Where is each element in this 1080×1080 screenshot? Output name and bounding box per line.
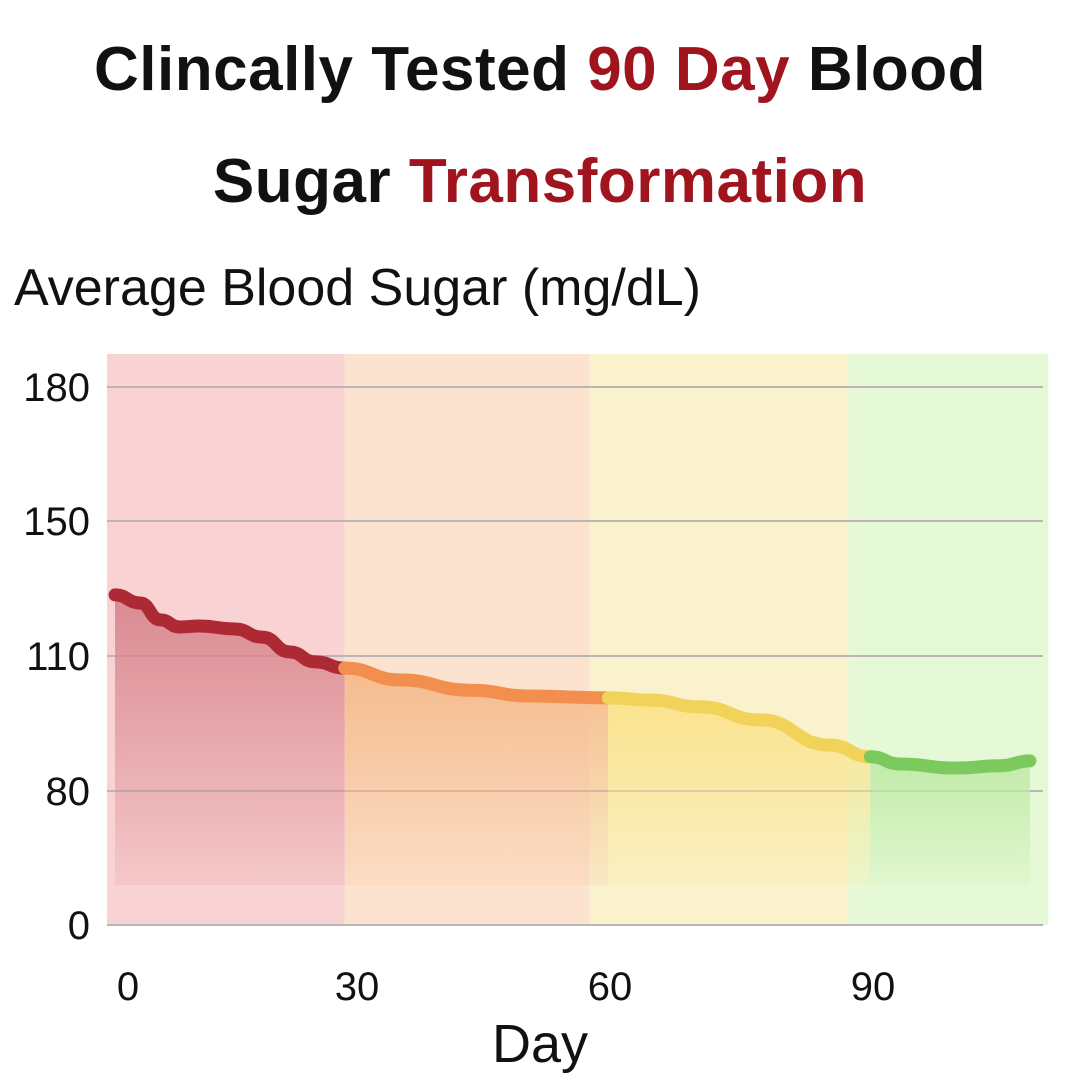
title-part: Clincally Tested — [94, 35, 588, 104]
series-line — [108, 588, 352, 675]
chart-title-line-2: Sugar Transformation — [0, 146, 1080, 217]
title-accent: Transformation — [408, 147, 868, 216]
y-tick-label: 80 — [46, 770, 91, 814]
series-line — [601, 691, 877, 764]
y-tick-label: 150 — [23, 500, 90, 544]
y-tick-label: 0 — [68, 904, 90, 948]
y-tick-label: 110 — [26, 635, 90, 679]
x-tick-label: 60 — [588, 965, 633, 1009]
series-area — [115, 594, 345, 885]
series-line — [338, 661, 615, 705]
series-area — [870, 756, 1030, 885]
title-accent: 90 Day — [587, 35, 791, 104]
y-axis-label: Average Blood Sugar (mg/dL) — [14, 259, 701, 317]
title-part: Sugar — [212, 147, 409, 216]
x-tick-label: 0 — [117, 965, 139, 1009]
x-axis-label: Day — [492, 1014, 588, 1074]
y-tick-label: 180 — [23, 366, 90, 410]
series-line — [863, 750, 1037, 775]
title-part: Blood — [790, 35, 986, 104]
series-area — [344, 668, 609, 885]
x-tick-label: 30 — [335, 965, 380, 1009]
chart-title-line-1: Clincally Tested 90 Day Blood — [0, 34, 1080, 105]
x-tick-label: 90 — [851, 965, 896, 1009]
